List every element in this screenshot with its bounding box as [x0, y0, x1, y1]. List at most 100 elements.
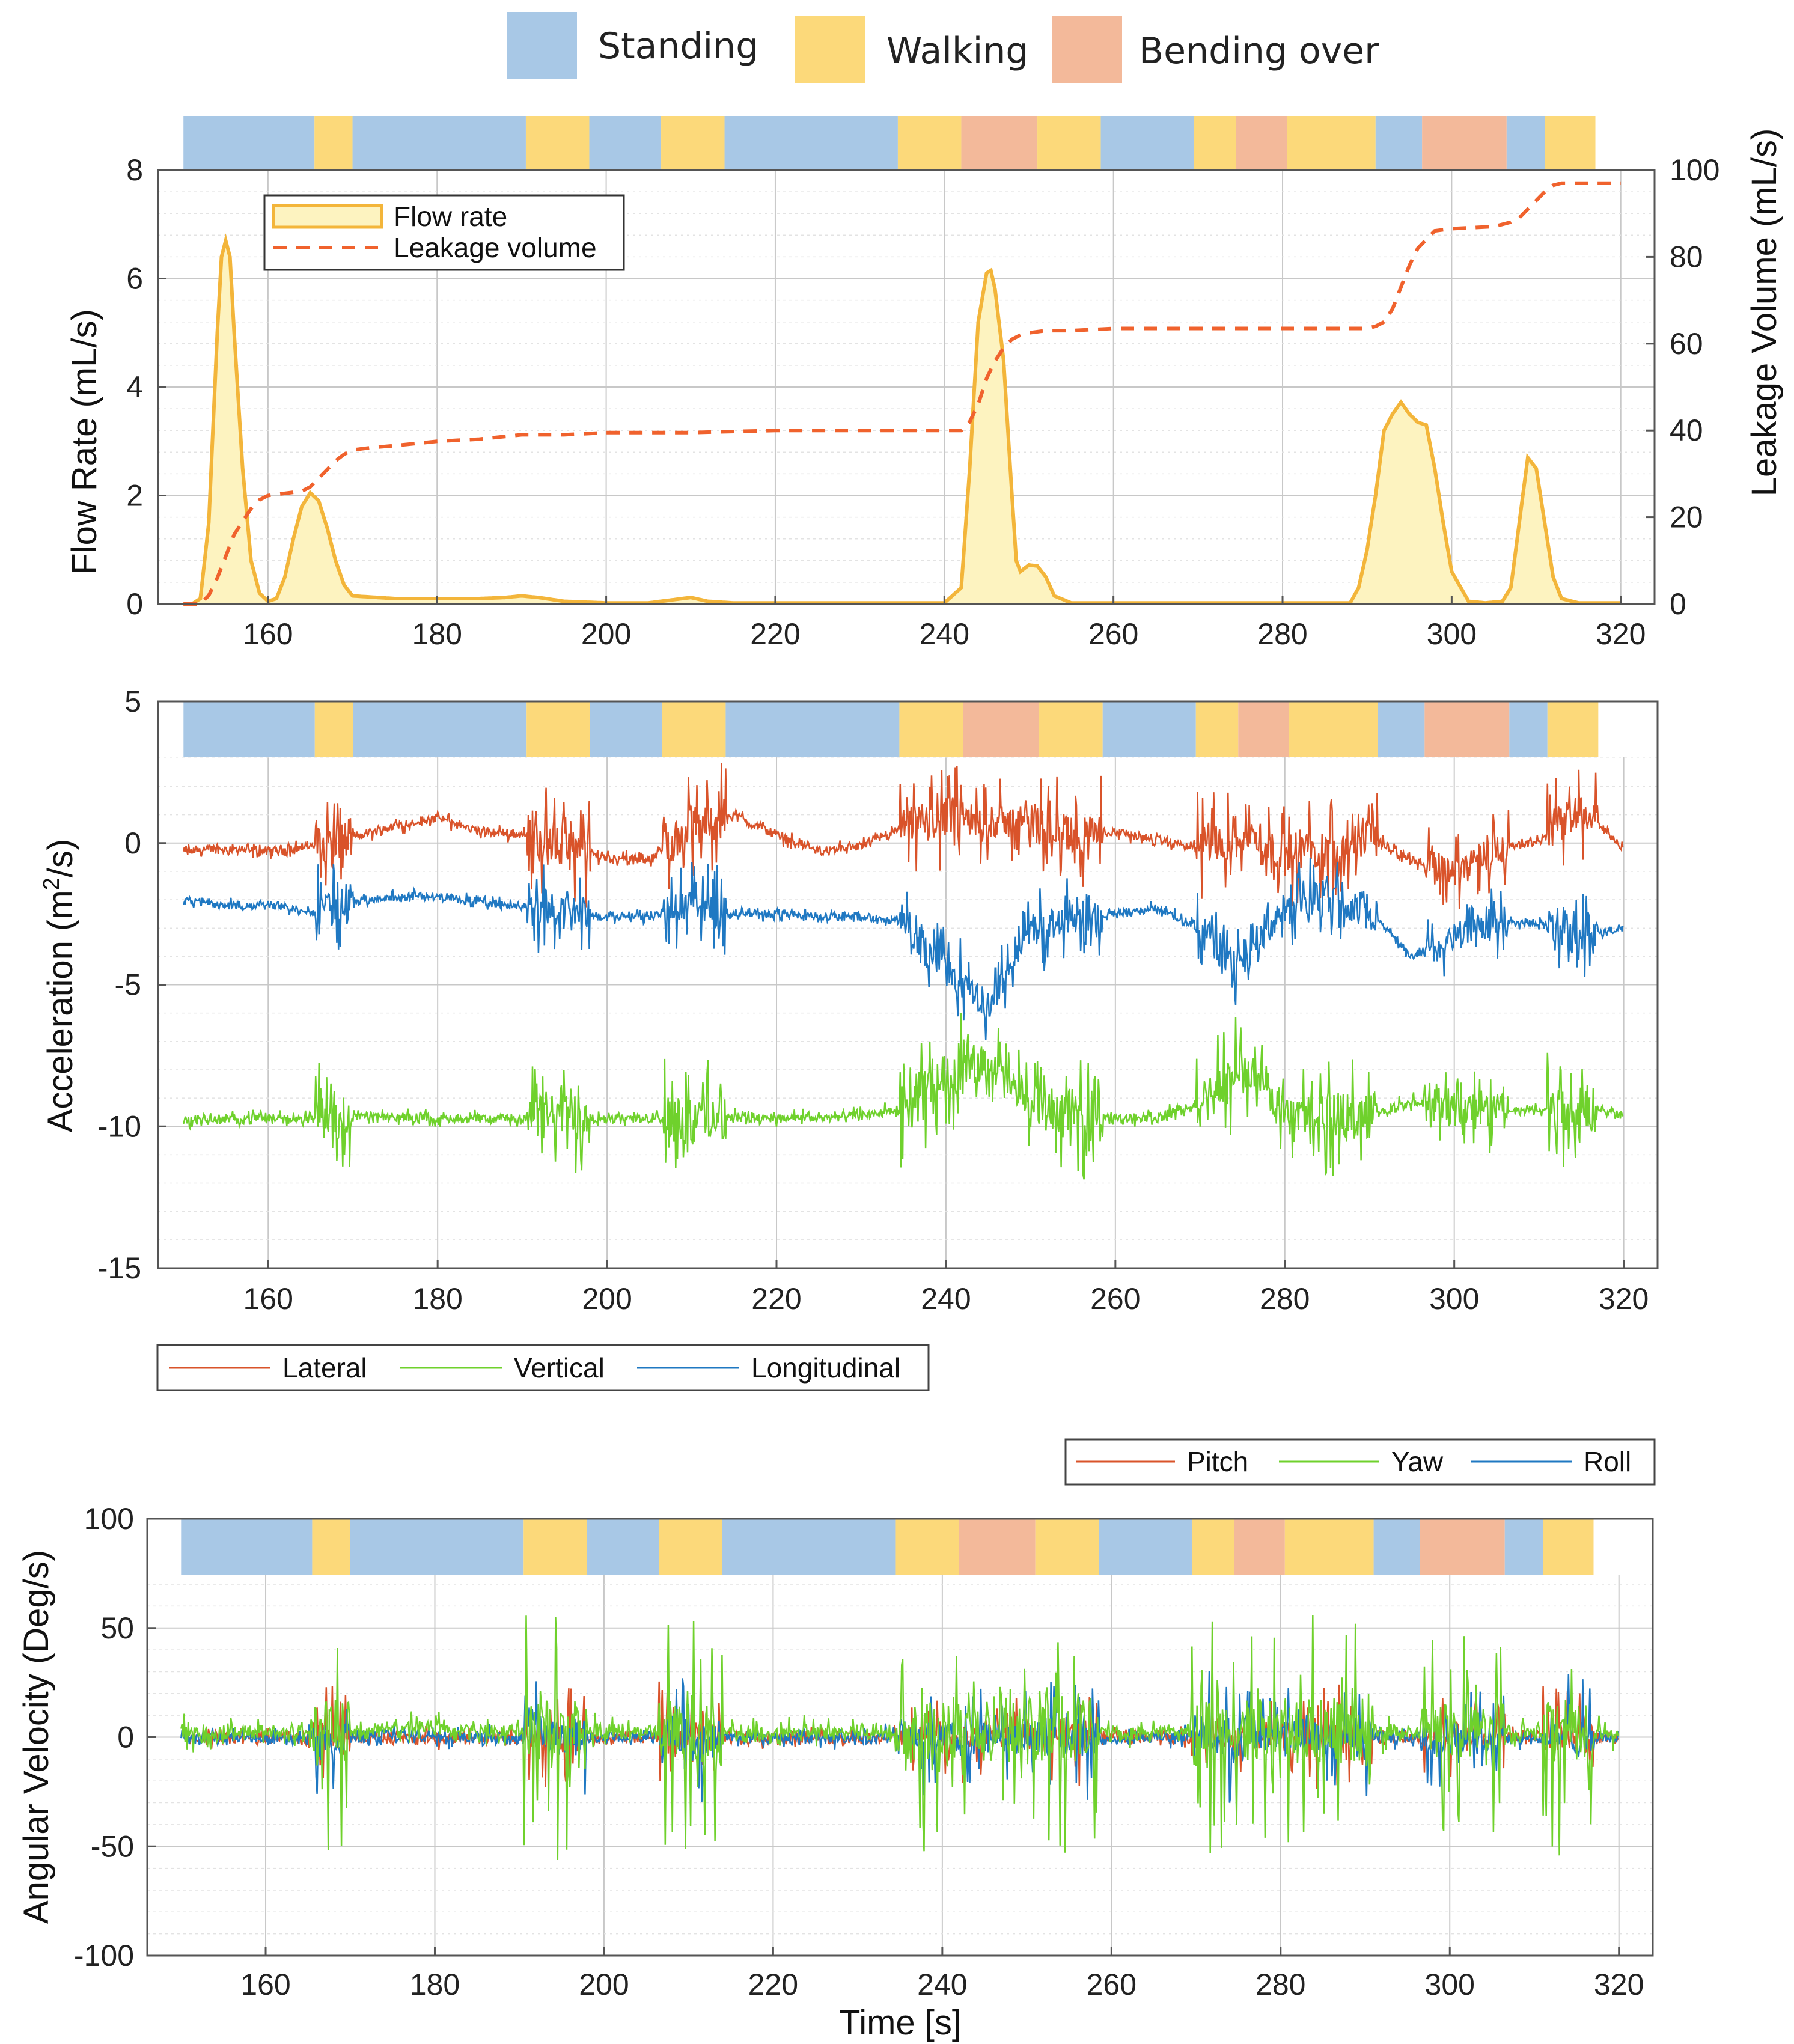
activity-segment-bending	[1236, 116, 1287, 170]
legend-swatch-bending	[1052, 16, 1122, 83]
activity-segment-walking	[1035, 1519, 1099, 1575]
activity-segment-bending	[1420, 1519, 1505, 1575]
accel-legend-longitudinal-label: Longitudinal	[751, 1352, 900, 1384]
gyro-xticks: 160 180 200 220 240 260 280 300 320	[240, 1947, 1644, 2001]
activity-segment-standing	[1506, 116, 1545, 170]
activity-segment-standing	[722, 1519, 896, 1575]
activity-segment-standing	[1100, 116, 1194, 170]
activity-segment-standing	[181, 1519, 313, 1575]
activity-segment-walking	[525, 116, 590, 170]
flow-activity-bar	[183, 116, 1596, 170]
activity-segment-standing	[587, 1519, 659, 1575]
flow-panel: 160 180 200 220 240 260 280 300 320 0 2 4 6 8 0 20 40 6…	[65, 116, 1784, 651]
activity-segment-bending	[961, 116, 1038, 170]
x-tick-label: 240	[917, 1968, 967, 2001]
flow-rate-area	[183, 240, 1621, 604]
flow-xticks: 160 180 200 220 240 260 280 300 320	[243, 596, 1646, 651]
accel-ylabel-tail: /s)	[41, 839, 80, 877]
x-tick-label: 320	[1599, 1282, 1649, 1316]
accel-panel: 160 180 200 220 240 260 280 300 320 -15 -10 -5 0 5 A…	[39, 685, 1659, 1391]
x-tick-label: 180	[412, 1282, 462, 1316]
flow-legend-swatch	[272, 204, 383, 229]
activity-segment-walking	[1192, 1519, 1234, 1575]
y-tick-label: -100	[74, 1939, 134, 1972]
x-tick-label: 200	[579, 1968, 629, 2001]
gyro-legend: Pitch Yaw Roll	[1064, 1438, 1656, 1486]
accel-longitudinal-line	[183, 857, 1624, 1040]
x-tick-label: 220	[750, 617, 800, 651]
accel-yticks: -15 -10 -5 0 5	[98, 685, 166, 1285]
y-tick-label: 80	[1670, 240, 1703, 273]
accel-lateral-line	[183, 763, 1624, 909]
x-tick-label: 240	[921, 1282, 971, 1316]
activity-segment-bending	[1234, 1519, 1285, 1575]
x-tick-label: 220	[751, 1282, 801, 1316]
accel-activity-bar	[183, 701, 1599, 757]
x-tick-label: 320	[1596, 617, 1646, 651]
x-tick-label: 280	[1257, 617, 1307, 651]
x-tick-label: 160	[240, 1968, 290, 2001]
activity-segment-walking	[523, 1519, 587, 1575]
activity-segment-standing	[1375, 116, 1423, 170]
activity-segment-walking	[1194, 116, 1236, 170]
flow-y2label: Leakage Volume (mL/s)	[1745, 129, 1784, 497]
activity-segment-walking	[1039, 701, 1103, 757]
y-tick-label: 50	[100, 1611, 134, 1645]
activity-segment-walking	[895, 1519, 960, 1575]
y-tick-label: 6	[126, 262, 143, 296]
accel-ylabel-sup: 2	[39, 877, 64, 890]
flow-legend: Flow rate Leakage volume	[263, 194, 625, 271]
activity-segment-walking	[1037, 116, 1101, 170]
activity-segment-bending	[963, 701, 1039, 757]
gyro-panel: Pitch Yaw Roll 160 180 200 220 240 260 280 300 3…	[17, 1438, 1656, 2042]
leakage-volume-line	[183, 181, 1621, 606]
flow-legend-flow-label: Flow rate	[394, 201, 507, 232]
x-tick-label: 240	[920, 617, 969, 651]
x-tick-label: 280	[1255, 1968, 1305, 2001]
activity-segment-standing	[1504, 1519, 1543, 1575]
activity-segment-walking	[661, 116, 725, 170]
activity-segment-walking	[314, 701, 353, 757]
activity-segment-standing	[1378, 701, 1425, 757]
activity-segment-standing	[724, 116, 898, 170]
legend-label-standing: Standing	[598, 25, 758, 67]
activity-segment-walking	[314, 116, 353, 170]
accel-vertical-line	[183, 1013, 1624, 1180]
x-tick-label: 260	[1087, 1968, 1137, 2001]
x-tick-label: 300	[1427, 617, 1477, 651]
x-tick-label: 180	[410, 1968, 460, 2001]
activity-segment-walking	[1543, 1519, 1594, 1575]
activity-segment-standing	[1099, 1519, 1192, 1575]
activity-segment-walking	[1289, 701, 1378, 757]
activity-segment-bending	[1422, 116, 1507, 170]
y-tick-label: 0	[124, 826, 141, 860]
x-tick-label: 300	[1429, 1282, 1479, 1316]
x-tick-label: 200	[582, 1282, 632, 1316]
activity-segment-walking	[899, 701, 963, 757]
accel-ylabel: Acceleration (m2/s)	[39, 839, 80, 1133]
y-tick-label: 60	[1670, 327, 1703, 361]
flow-legend-leak-label: Leakage volume	[394, 232, 597, 263]
activity-segment-bending	[1424, 701, 1510, 757]
activity-segment-walking	[1195, 701, 1239, 757]
legend-swatch-walking	[795, 16, 865, 83]
y-tick-label: -15	[98, 1251, 141, 1285]
flow-ylabel: Flow Rate (mL/s)	[65, 309, 104, 575]
accel-legend: Lateral Vertical Longitudinal	[156, 1344, 930, 1391]
x-tick-label: 160	[243, 1282, 293, 1316]
y-tick-label: 40	[1670, 413, 1703, 447]
activity-segment-standing	[589, 116, 662, 170]
flow-rate-line	[183, 233, 1621, 606]
activity-segment-standing	[353, 701, 527, 757]
y-tick-label: 100	[1670, 153, 1719, 187]
activity-segment-walking	[662, 701, 726, 757]
activity-legend: Standing Walking Bending over	[507, 12, 1379, 83]
flow-y2ticks: 0 20 40 60 80 100	[1646, 153, 1719, 621]
y-tick-label: -10	[98, 1109, 141, 1143]
gyro-activity-bar	[181, 1519, 1594, 1575]
y-tick-label: 0	[117, 1721, 134, 1754]
activity-segment-bending	[959, 1519, 1036, 1575]
y-tick-label: 5	[124, 685, 141, 718]
y-tick-label: 100	[84, 1502, 134, 1536]
legend-swatch-standing	[507, 12, 577, 79]
